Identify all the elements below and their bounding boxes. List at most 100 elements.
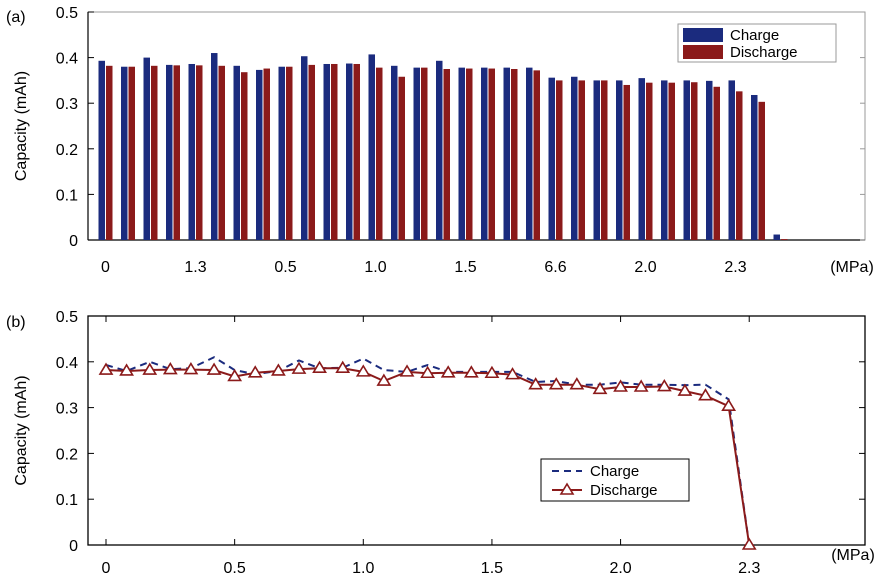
- charge-bar: [571, 76, 578, 240]
- y-tick-label: 0.4: [56, 51, 78, 68]
- discharge-marker: [247, 365, 263, 378]
- x-tick-label: 2.3: [724, 259, 746, 276]
- x-unit-label: (MPa): [831, 547, 875, 564]
- y-tick-label: 0.4: [56, 355, 78, 372]
- discharge-marker: [592, 381, 608, 395]
- charge-line: [105, 356, 751, 546]
- discharge-legend-swatch: [683, 45, 723, 59]
- y-axis-title: Capacity (mAh): [13, 71, 30, 181]
- discharge-marker: [698, 388, 713, 401]
- charge-bar: [706, 80, 713, 240]
- discharge-marker: [312, 360, 327, 374]
- charge-bar: [773, 234, 780, 240]
- discharge-marker: [528, 377, 544, 390]
- charge-bar: [638, 78, 645, 241]
- charge-bar: [301, 56, 308, 241]
- charge-bar: [548, 77, 555, 240]
- discharge-bar: [376, 67, 383, 240]
- panel-a: 0 0.1 0.2 0.3 0.4 0.5 (a) Capacity (mAh) 0 1.3 0.5…: [6, 5, 874, 276]
- y-tick-label: 0.1: [56, 492, 78, 509]
- discharge-marker: [227, 368, 243, 382]
- discharge-marker: [569, 377, 585, 390]
- charge-bar: [98, 60, 105, 241]
- charge-bar: [413, 67, 420, 240]
- discharge-bar: [151, 65, 158, 240]
- discharge-bar: [691, 82, 698, 240]
- charge-bar: [121, 66, 128, 240]
- discharge-marker: [119, 363, 135, 376]
- charge-legend-swatch: [683, 28, 723, 42]
- y-tick-label: 0.2: [56, 446, 78, 463]
- discharge-bar: [196, 65, 203, 241]
- discharge-marker: [376, 373, 392, 386]
- discharge-marker: [335, 360, 351, 374]
- discharge-marker: [270, 363, 286, 376]
- charge-bar: [751, 94, 758, 240]
- charge-bar: [526, 67, 533, 240]
- legend: Charge Discharge: [540, 458, 690, 502]
- discharge-marker: [98, 362, 114, 375]
- x-tick-label: 2.3: [738, 560, 760, 577]
- discharge-bar: [736, 91, 743, 241]
- x-tick-label: 0: [101, 259, 110, 276]
- charge-bar: [683, 80, 690, 241]
- discharge-bar: [578, 80, 585, 241]
- discharge-bar: [218, 65, 225, 240]
- charge-bar: [616, 80, 623, 241]
- discharge-bar: [128, 66, 135, 240]
- discharge-marker: [656, 378, 672, 392]
- x-tick-label: 0: [102, 560, 111, 577]
- discharge-bar: [758, 101, 765, 240]
- charge-bar: [211, 53, 218, 240]
- x-tick-label: 0.5: [224, 560, 246, 577]
- x-tick-label: 0.5: [274, 259, 296, 276]
- charge-bar: [278, 66, 285, 240]
- discharge-bar: [308, 64, 315, 240]
- discharge-bar: [781, 239, 788, 240]
- discharge-marker: [741, 537, 757, 550]
- charge-bar: [458, 67, 465, 240]
- discharge-bar: [443, 69, 450, 240]
- discharge-marker: [291, 361, 307, 374]
- charge-bar: [593, 80, 600, 241]
- discharge-bar: [263, 68, 270, 240]
- discharge-bar: [601, 80, 608, 241]
- charge-bar: [233, 65, 240, 240]
- discharge-bar: [556, 80, 563, 241]
- charge-bar: [143, 57, 150, 240]
- charge-bar: [728, 80, 735, 241]
- discharge-marker: [721, 398, 737, 412]
- discharge-marker: [399, 364, 415, 377]
- discharge-bar: [331, 63, 338, 240]
- x-tick-label: 6.6: [544, 259, 566, 276]
- discharge-bar: [488, 68, 495, 240]
- discharge-bar: [398, 76, 405, 240]
- y-tick-label: 0.3: [56, 96, 78, 113]
- x-tick-label: 1.0: [364, 259, 386, 276]
- charge-bar: [481, 67, 488, 240]
- discharge-marker: [484, 365, 500, 379]
- legend-label: Discharge: [590, 482, 658, 499]
- charge-bar: [188, 63, 195, 240]
- charge-bar: [661, 80, 668, 241]
- discharge-bar: [713, 86, 720, 240]
- discharge-marker: [420, 365, 436, 379]
- x-tick-label: 1.5: [454, 259, 476, 276]
- discharge-bar: [173, 65, 180, 241]
- plot-frame: [87, 315, 866, 546]
- discharge-line: [105, 367, 751, 546]
- discharge-marker: [162, 362, 178, 375]
- discharge-bar: [421, 67, 428, 240]
- y-axis-title: Capacity (mAh): [13, 375, 30, 485]
- legend-label: Charge: [730, 27, 779, 44]
- discharge-bar: [646, 82, 653, 241]
- legend-label: Discharge: [730, 44, 798, 61]
- discharge-bar: [241, 72, 248, 240]
- panel-label: (a): [6, 9, 26, 26]
- y-tick-label: 0: [69, 538, 78, 555]
- y-tick-label: 0.5: [56, 309, 78, 326]
- charge-bar: [503, 67, 510, 240]
- legend-label: Charge: [590, 463, 639, 480]
- discharge-bar: [466, 68, 473, 240]
